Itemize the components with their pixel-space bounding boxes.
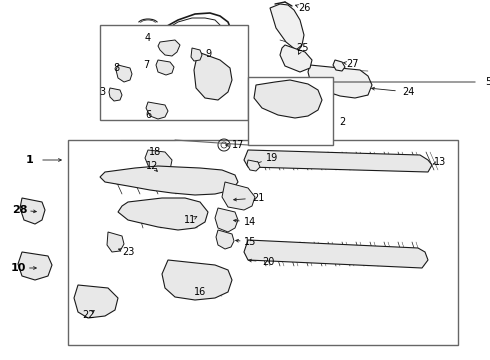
Polygon shape bbox=[20, 198, 45, 224]
Polygon shape bbox=[308, 65, 372, 98]
Text: 12: 12 bbox=[146, 161, 158, 171]
Polygon shape bbox=[244, 240, 428, 268]
Text: 26: 26 bbox=[298, 3, 310, 13]
Text: 20: 20 bbox=[262, 257, 274, 267]
Text: 22: 22 bbox=[82, 310, 94, 320]
Text: 17: 17 bbox=[232, 140, 244, 150]
Polygon shape bbox=[333, 60, 345, 71]
Bar bbox=[248, 77, 333, 145]
Polygon shape bbox=[146, 102, 168, 119]
Text: 25: 25 bbox=[296, 43, 308, 53]
Text: 21: 21 bbox=[252, 193, 264, 203]
Text: 24: 24 bbox=[402, 87, 414, 97]
Text: 2: 2 bbox=[339, 117, 345, 127]
Polygon shape bbox=[145, 150, 172, 174]
Polygon shape bbox=[194, 52, 232, 100]
Text: 15: 15 bbox=[244, 237, 256, 247]
Polygon shape bbox=[158, 40, 180, 56]
Polygon shape bbox=[191, 48, 202, 61]
Text: 8: 8 bbox=[113, 63, 119, 73]
Text: 18: 18 bbox=[149, 147, 161, 157]
Text: 19: 19 bbox=[266, 153, 278, 163]
Text: 3: 3 bbox=[99, 87, 105, 97]
Text: 23: 23 bbox=[122, 247, 134, 257]
Text: 9: 9 bbox=[205, 49, 211, 59]
Text: 27: 27 bbox=[346, 59, 358, 69]
Polygon shape bbox=[216, 230, 234, 249]
Bar bbox=[100, 25, 248, 120]
Text: 14: 14 bbox=[244, 217, 256, 227]
Polygon shape bbox=[100, 166, 238, 195]
Polygon shape bbox=[254, 80, 322, 118]
Polygon shape bbox=[74, 285, 118, 318]
Polygon shape bbox=[244, 150, 432, 172]
Polygon shape bbox=[18, 252, 52, 280]
Text: 1: 1 bbox=[26, 155, 34, 165]
Text: 13: 13 bbox=[434, 157, 446, 167]
Polygon shape bbox=[107, 232, 124, 252]
Polygon shape bbox=[109, 88, 122, 101]
Text: 16: 16 bbox=[194, 287, 206, 297]
Text: 10: 10 bbox=[10, 263, 25, 273]
Text: 4: 4 bbox=[145, 33, 151, 43]
Text: 5: 5 bbox=[485, 77, 490, 87]
Polygon shape bbox=[270, 4, 304, 50]
Polygon shape bbox=[215, 208, 238, 232]
Polygon shape bbox=[280, 45, 312, 72]
Text: 6: 6 bbox=[145, 110, 151, 120]
Text: 11: 11 bbox=[184, 215, 196, 225]
Text: 7: 7 bbox=[143, 60, 149, 70]
Polygon shape bbox=[222, 182, 255, 210]
Text: 28: 28 bbox=[12, 205, 28, 215]
Polygon shape bbox=[118, 198, 208, 230]
Polygon shape bbox=[162, 260, 232, 300]
Polygon shape bbox=[116, 65, 132, 82]
Polygon shape bbox=[247, 160, 260, 171]
Polygon shape bbox=[156, 60, 174, 75]
Bar bbox=[68, 140, 458, 345]
